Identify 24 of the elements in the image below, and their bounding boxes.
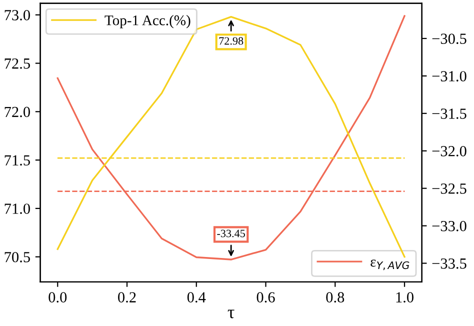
y2-tick-label: −32.5 [432,184,466,194]
y2-tick-label: −31.5 [432,108,466,119]
annotation: 72.98 [219,37,244,45]
y2-tick-label: −33.5 [432,258,466,269]
y-tick-label: 72.5 [4,58,30,69]
x-tick-label: 1.0 [396,292,414,303]
y2-tick-label: −32.0 [432,146,466,156]
x-tick-label: 0.8 [326,292,344,303]
x-tick-label: 0.2 [118,292,136,303]
y-tick-label: 70.5 [4,252,30,262]
y-tick-label: 72.0 [4,106,30,118]
y-tick-label: 73.0 [4,10,30,20]
legend-label: Top-1 Acc.(%) [104,15,190,28]
y-tick-label: 71.0 [4,204,30,214]
x-tick-label: 0.0 [48,292,67,303]
x-tick-label: 0.4 [187,292,206,303]
annotation: -33.45 [217,230,245,238]
x-tick-label: 0.6 [256,292,275,303]
x-axis-title: τ [228,310,234,318]
y-tick-label: 71.5 [4,155,30,166]
y2-tick-label: −33.0 [432,220,466,232]
y2-tick-label: −30.5 [432,34,466,44]
y2-tick-label: −31.0 [432,71,466,82]
legend-label: ε$_{Y,AVG}$ [370,260,410,270]
